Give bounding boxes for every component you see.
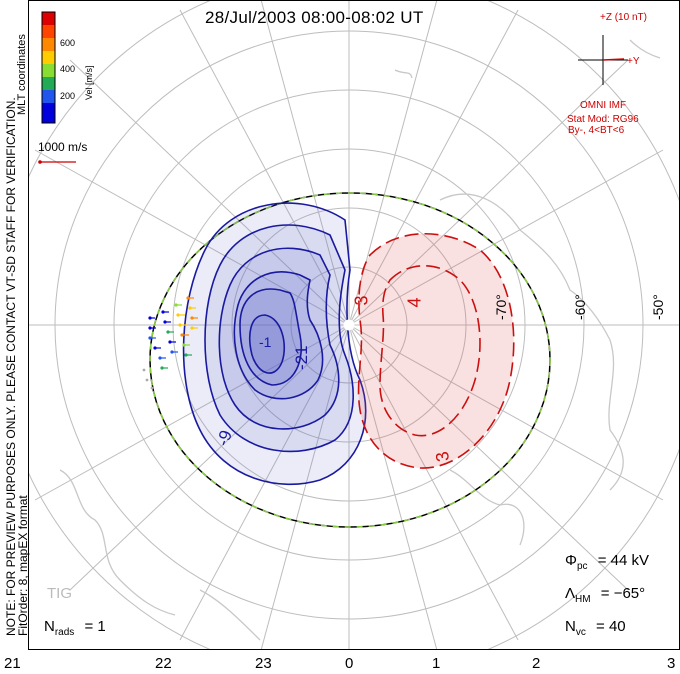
imf-condition: By-, 4<BT<6	[568, 125, 625, 136]
imf-model: Stat Mod: RG96	[567, 114, 639, 125]
lat-label-50: -50°	[650, 294, 666, 320]
mlt-label-23: 23	[255, 655, 272, 672]
mlt-label-2: 2	[532, 655, 541, 672]
imf-z-label: +Z (10 nT)	[600, 12, 647, 23]
lat-label-70: -70°	[493, 294, 509, 320]
hm-boundary-lat: ΛHM = −65°	[565, 585, 646, 605]
colorbar-tick-600: 600	[60, 38, 76, 48]
coastlines	[59, 39, 661, 641]
colorbar-label: Vel [m/s]	[84, 65, 94, 100]
num-vectors: Nvc = 40	[565, 618, 626, 638]
lat-label-60: -60°	[572, 294, 588, 320]
imf-dial	[578, 35, 628, 85]
map-title: 28/Jul/2003 08:00-08:02 UT	[205, 8, 424, 27]
vector-scale-bar	[38, 160, 76, 164]
mlt-label-3: 3	[667, 655, 676, 672]
contour-label-neg-1: -1	[259, 334, 272, 350]
contour-label-pos-3a: 3	[351, 295, 372, 306]
colorbar-tick-200: 200	[60, 91, 76, 101]
negative-cell	[182, 202, 367, 486]
mlt-label-1: 1	[432, 655, 441, 672]
imf-source: OMNI IMF	[580, 100, 627, 111]
num-radars: Nrads = 1	[44, 618, 106, 638]
cross-polar-potential: Φpc = 44 kV	[565, 552, 649, 572]
mlt-label-22: 22	[155, 655, 172, 672]
colorbar-tick-400: 400	[60, 64, 76, 74]
fit-order-note: FitOrder: 8, mapEX format	[16, 495, 30, 636]
positive-cell	[357, 232, 515, 469]
contour-label-pos-4: 4	[404, 297, 425, 308]
watermark: TIG	[47, 585, 72, 602]
vector-scale-label: 1000 m/s	[38, 140, 88, 154]
vector-dots	[142, 296, 194, 390]
coords-note: MLT coordinates	[16, 34, 28, 115]
contour-label-neg-21: -21	[292, 345, 311, 370]
color-bar	[41, 11, 56, 124]
imf-y-label: +Y	[627, 56, 640, 67]
mlt-label-0: 0	[345, 655, 354, 672]
mlt-label-21: 21	[4, 655, 21, 672]
